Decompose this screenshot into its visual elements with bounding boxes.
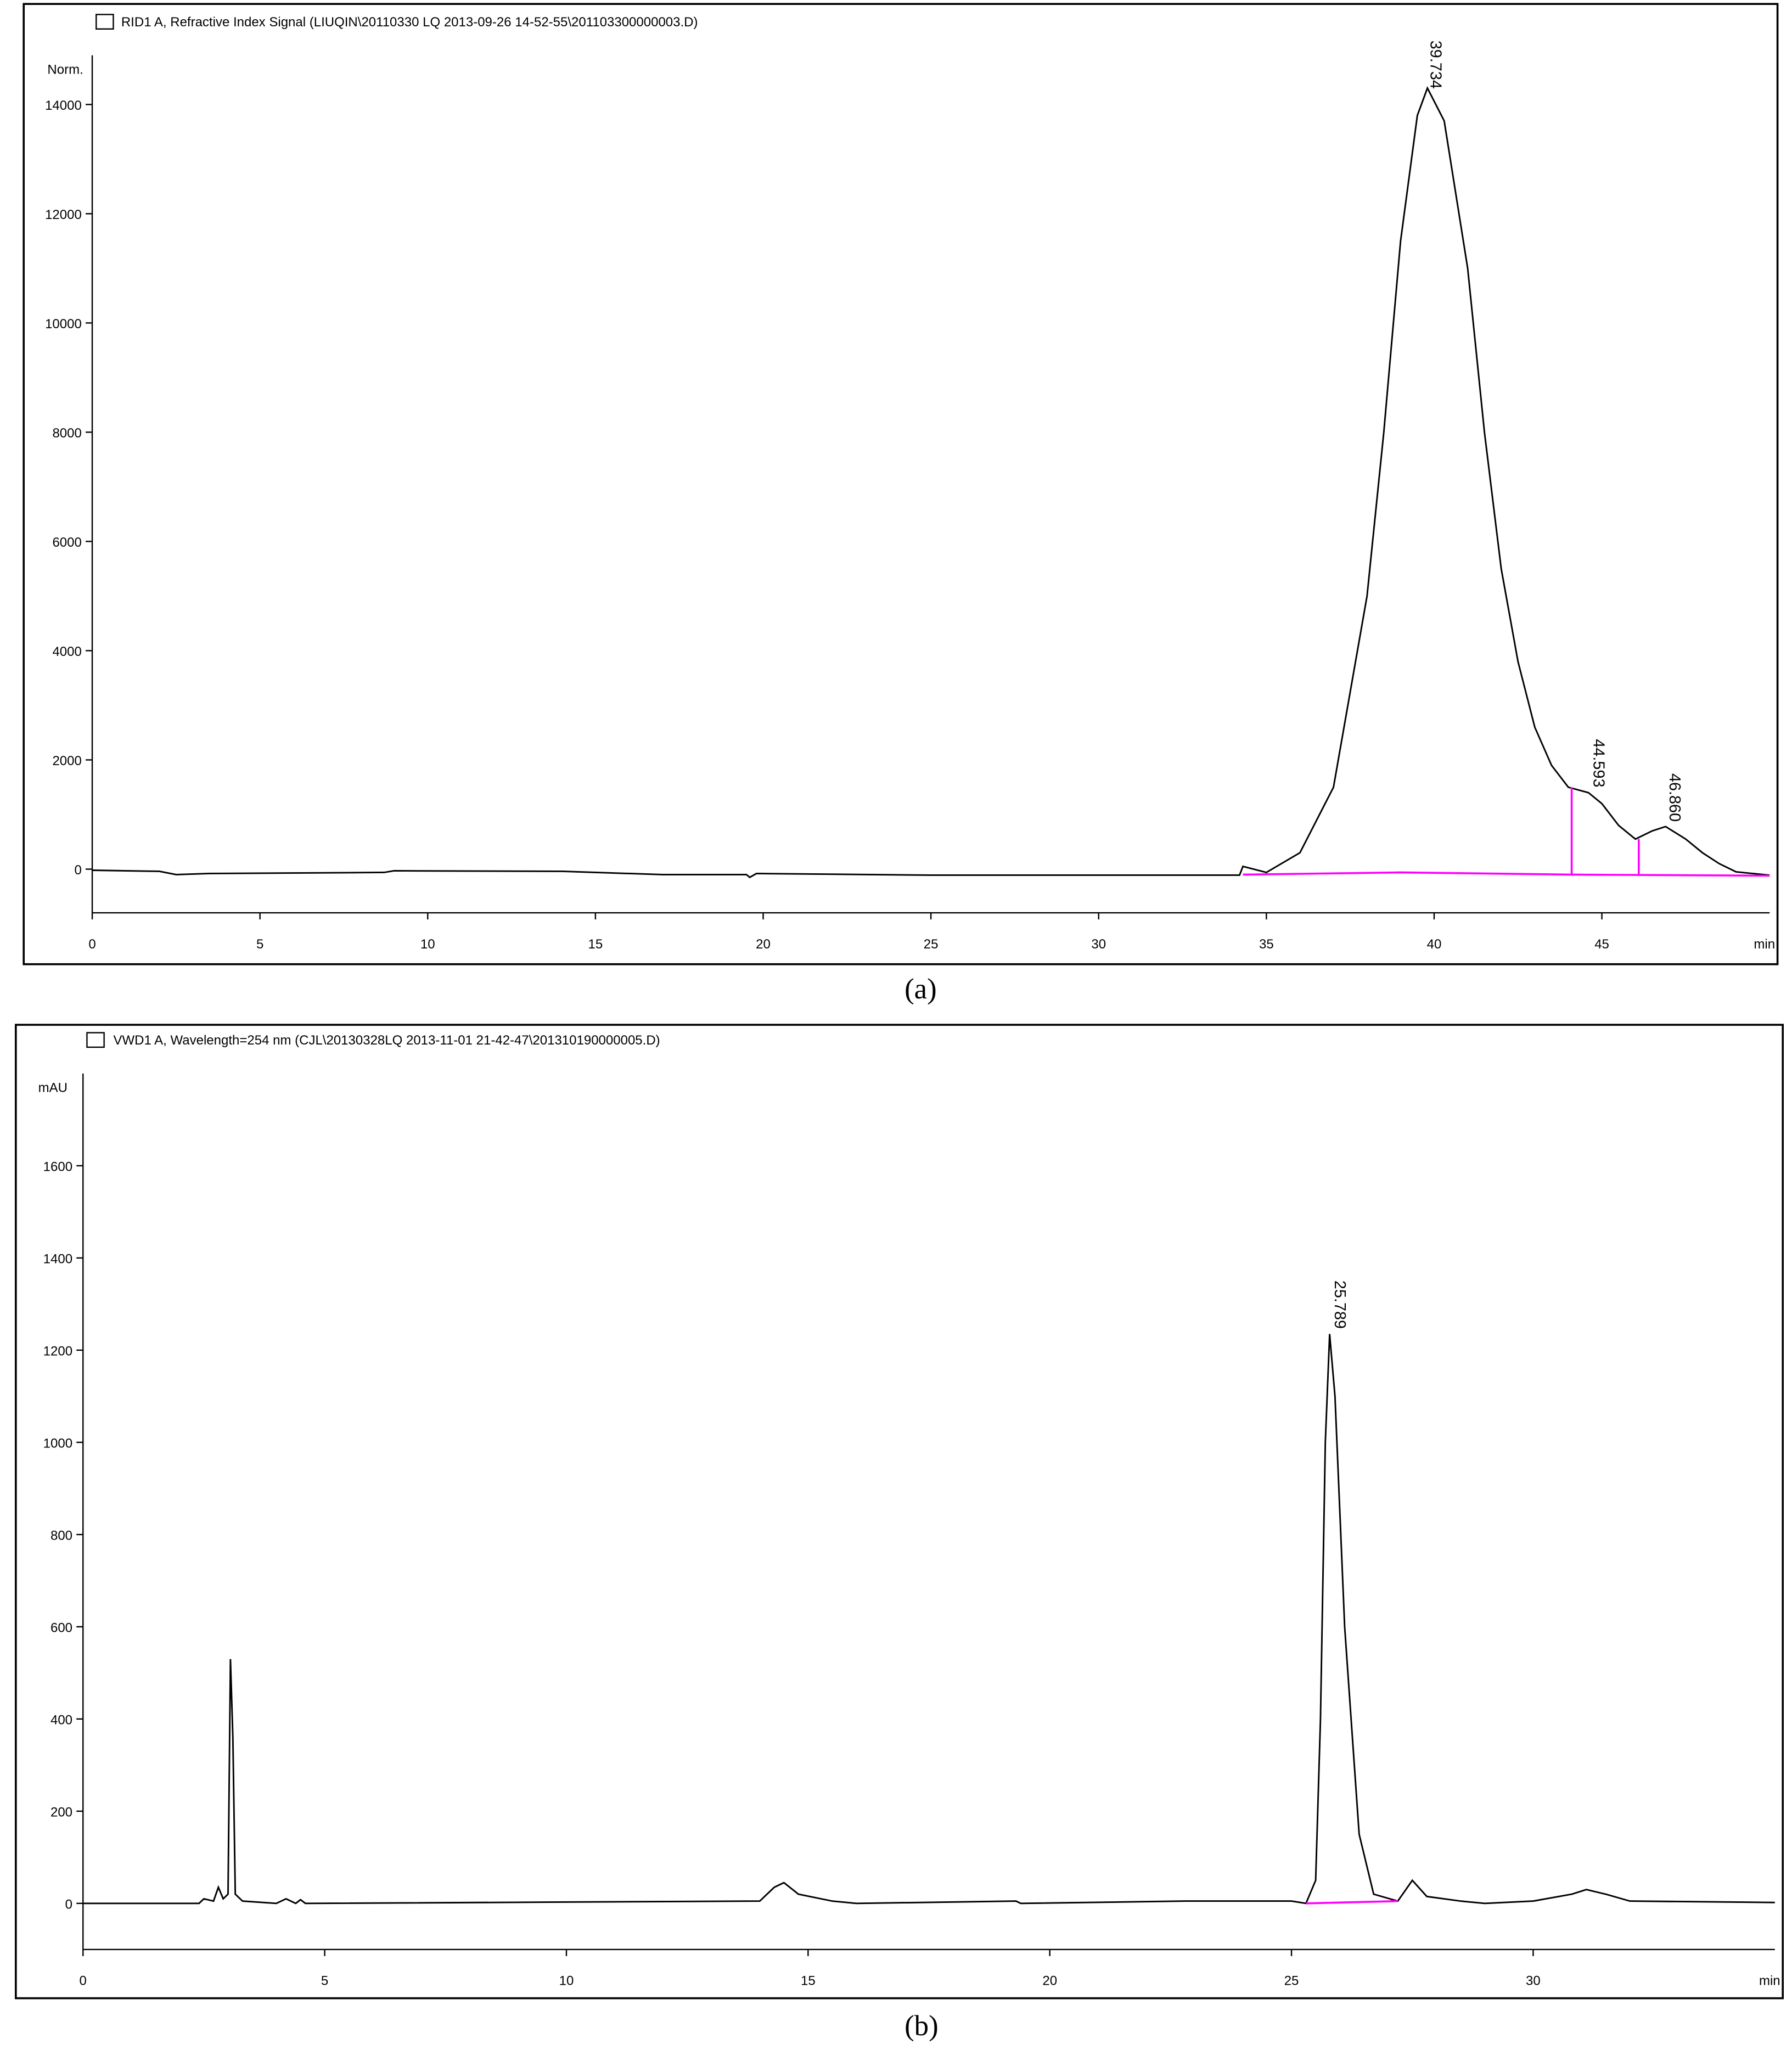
x-tick-label: 5 — [321, 1974, 328, 1989]
y-tick-label: 6000 — [52, 535, 81, 550]
peak-label: 44.593 — [1589, 739, 1607, 787]
y-axis-label: Norm. — [47, 62, 83, 77]
y-tick-label: 0 — [74, 863, 81, 878]
caption: (b) — [905, 2010, 939, 2042]
caption: (a) — [905, 973, 937, 1005]
x-tick-label: 10 — [420, 937, 435, 952]
y-tick-label: 200 — [50, 1805, 72, 1820]
peak-label: 39.734 — [1426, 41, 1444, 89]
y-tick-label: 14000 — [45, 98, 82, 113]
peak-label: 25.789 — [1331, 1281, 1349, 1329]
y-tick-label: 1600 — [43, 1159, 72, 1174]
signal-line — [83, 1334, 1775, 1905]
panel-frame — [23, 3, 1779, 965]
y-tick-label: 1000 — [43, 1436, 72, 1451]
y-tick-label: 4000 — [52, 644, 81, 659]
y-tick-label: 0 — [65, 1897, 72, 1912]
x-tick-label: 25 — [1284, 1974, 1299, 1989]
signal-line — [92, 86, 1770, 879]
x-tick-label: 30 — [1091, 937, 1106, 952]
y-tick-label: 8000 — [52, 426, 81, 441]
x-tick-label: 5 — [256, 937, 263, 952]
y-tick-label: 10000 — [45, 317, 82, 332]
chart-title: VWD1 A, Wavelength=254 nm (CJL\20130328L… — [113, 1033, 660, 1048]
x-tick-label: 25 — [924, 937, 939, 952]
x-tick-label: 20 — [1042, 1974, 1057, 1989]
x-axis-label: min — [1754, 937, 1775, 952]
y-tick-label: 1200 — [43, 1344, 72, 1358]
panel-frame — [15, 1024, 1784, 2000]
legend-box — [96, 14, 114, 30]
y-axis-label: mAU — [38, 1080, 68, 1095]
y-tick-label: 600 — [50, 1620, 72, 1635]
x-tick-label: 10 — [559, 1974, 574, 1989]
x-tick-label: 45 — [1594, 937, 1609, 952]
y-tick-label: 2000 — [52, 754, 81, 768]
x-tick-label: 30 — [1526, 1974, 1541, 1989]
y-tick-label: 400 — [50, 1712, 72, 1727]
x-tick-label: 35 — [1259, 937, 1274, 952]
x-tick-label: 15 — [588, 937, 603, 952]
y-tick-label: 12000 — [45, 207, 82, 222]
peak-label: 46.860 — [1666, 773, 1683, 822]
x-tick-label: 0 — [80, 1974, 87, 1989]
x-tick-label: 20 — [756, 937, 771, 952]
chart-title: RID1 A, Refractive Index Signal (LIUQIN\… — [121, 15, 698, 30]
legend-box — [86, 1032, 105, 1048]
signal-line — [1243, 871, 1770, 877]
y-tick-label: 800 — [50, 1528, 72, 1543]
y-tick-label: 1400 — [43, 1251, 72, 1266]
x-tick-label: 40 — [1427, 937, 1442, 952]
x-tick-label: 0 — [88, 937, 96, 952]
x-tick-label: 15 — [801, 1974, 816, 1989]
signal-line — [1306, 1900, 1398, 1905]
x-axis-label: min — [1759, 1974, 1780, 1989]
